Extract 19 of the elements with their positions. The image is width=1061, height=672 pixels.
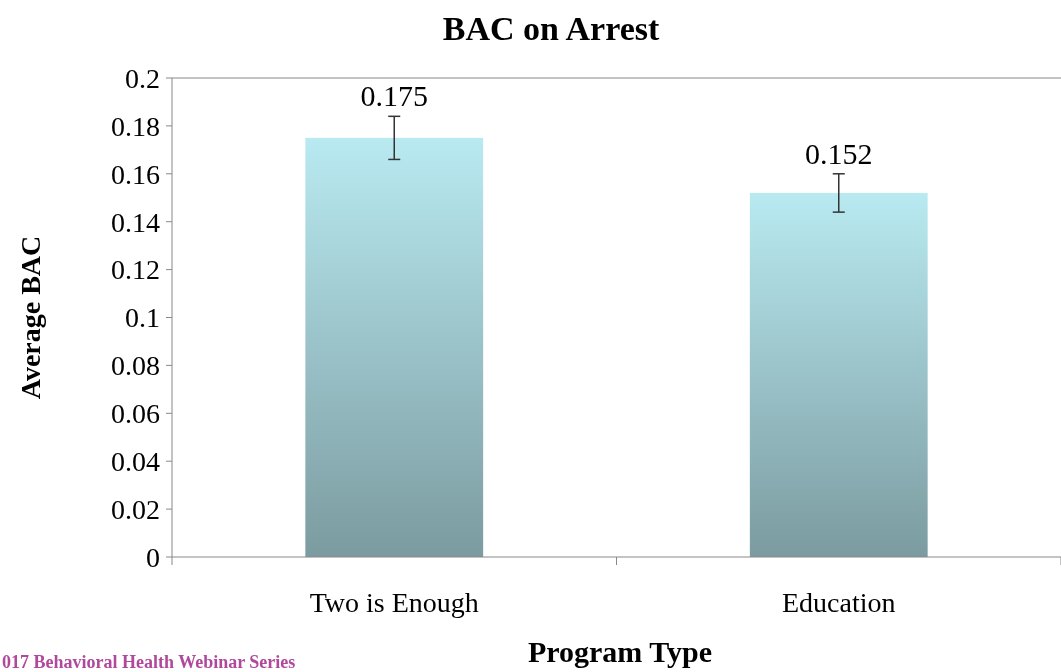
x-tick-label: Two is Enough	[309, 587, 479, 618]
text: 017 Behavioral Health Webinar Series	[2, 652, 296, 672]
y-tick-label: 0.2	[125, 62, 160, 94]
y-tick-label: 0.04	[111, 446, 160, 477]
y-tick-label: 0.14	[111, 206, 160, 238]
x-tick-label: Education	[781, 587, 896, 618]
data-label: 0.175	[360, 79, 428, 113]
y-tick-label: 0.1	[125, 302, 160, 334]
y-tick-label: 0.18	[111, 110, 160, 142]
x-axis-title: Program Type	[527, 635, 713, 668]
y-tick-label: 0.02	[111, 493, 160, 525]
chart-title: BAC on Arrest	[442, 10, 660, 47]
y-tick-label: 0.06	[111, 398, 160, 430]
y-tick-label: 0.12	[111, 254, 160, 286]
y-tick-label: 0.16	[111, 158, 160, 190]
data-label: 0.152	[805, 136, 873, 170]
y-tick-label: 0.08	[111, 350, 160, 382]
y-axis-title: Average BAC	[15, 235, 46, 400]
y-tick-label: 0	[146, 541, 160, 573]
